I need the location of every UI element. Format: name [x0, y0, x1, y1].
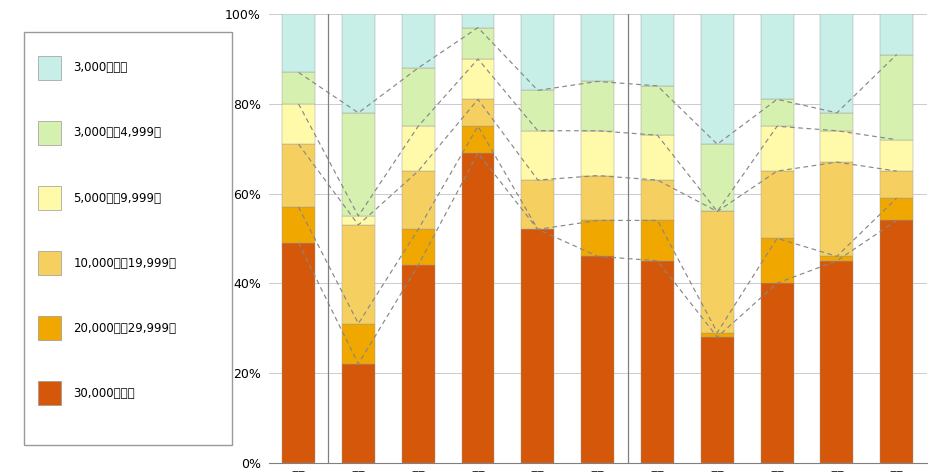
Bar [641, 86, 674, 135]
Text: 3,000円未満: 3,000円未満 [73, 61, 127, 75]
Bar [342, 113, 374, 216]
Bar [581, 131, 614, 176]
Bar [521, 229, 554, 463]
Bar [282, 104, 315, 144]
Bar [461, 153, 494, 463]
Bar [701, 332, 734, 337]
Bar [701, 14, 734, 144]
Bar [461, 126, 494, 153]
Bar [521, 131, 554, 180]
Bar [461, 59, 494, 100]
Bar [821, 131, 854, 162]
Bar [342, 225, 374, 324]
Text: 5,000円～9,999円: 5,000円～9,999円 [73, 192, 161, 204]
Bar [761, 14, 794, 100]
Bar [641, 14, 674, 86]
Bar [282, 243, 315, 463]
Bar [761, 171, 794, 238]
Bar [521, 14, 554, 91]
Text: 3,000円～4,999円: 3,000円～4,999円 [73, 126, 161, 140]
Bar [761, 238, 794, 283]
Bar [641, 135, 674, 180]
Bar [761, 100, 794, 126]
Bar [761, 126, 794, 171]
Bar [581, 81, 614, 131]
Bar [461, 14, 494, 28]
FancyBboxPatch shape [37, 56, 62, 80]
Bar [701, 211, 734, 332]
Bar [342, 216, 374, 225]
Bar [821, 256, 854, 261]
Bar [402, 68, 434, 126]
Bar [581, 220, 614, 256]
Bar [880, 140, 914, 171]
Bar [701, 144, 734, 211]
Bar [402, 229, 434, 265]
Bar [641, 220, 674, 261]
FancyBboxPatch shape [37, 121, 62, 145]
Bar [402, 265, 434, 463]
Bar [282, 14, 315, 72]
Bar [880, 220, 914, 463]
Bar [581, 14, 614, 81]
Bar [821, 261, 854, 463]
Bar [282, 207, 315, 243]
Bar [821, 14, 854, 113]
Bar [402, 126, 434, 171]
Bar [641, 261, 674, 463]
Bar [461, 100, 494, 126]
Bar [880, 198, 914, 220]
Bar [342, 324, 374, 364]
Bar [342, 364, 374, 463]
Text: 30,000円以上: 30,000円以上 [73, 387, 135, 400]
Bar [821, 113, 854, 131]
FancyBboxPatch shape [23, 32, 232, 445]
FancyBboxPatch shape [37, 316, 62, 340]
Bar [282, 72, 315, 104]
Text: 20,000円～29,999円: 20,000円～29,999円 [73, 321, 176, 335]
Bar [761, 283, 794, 463]
Bar [880, 54, 914, 140]
Bar [880, 14, 914, 55]
Bar [402, 14, 434, 68]
Bar [641, 180, 674, 220]
Bar [880, 171, 914, 198]
FancyBboxPatch shape [37, 185, 62, 211]
Bar [581, 256, 614, 463]
FancyBboxPatch shape [37, 251, 62, 275]
Bar [521, 180, 554, 229]
Bar [402, 171, 434, 229]
FancyBboxPatch shape [37, 381, 62, 405]
Bar [342, 14, 374, 113]
Bar [282, 144, 315, 207]
Bar [701, 337, 734, 463]
Text: 10,000円～19,999円: 10,000円～19,999円 [73, 256, 176, 270]
Bar [821, 162, 854, 256]
Bar [521, 91, 554, 131]
Bar [581, 176, 614, 220]
Bar [461, 28, 494, 59]
